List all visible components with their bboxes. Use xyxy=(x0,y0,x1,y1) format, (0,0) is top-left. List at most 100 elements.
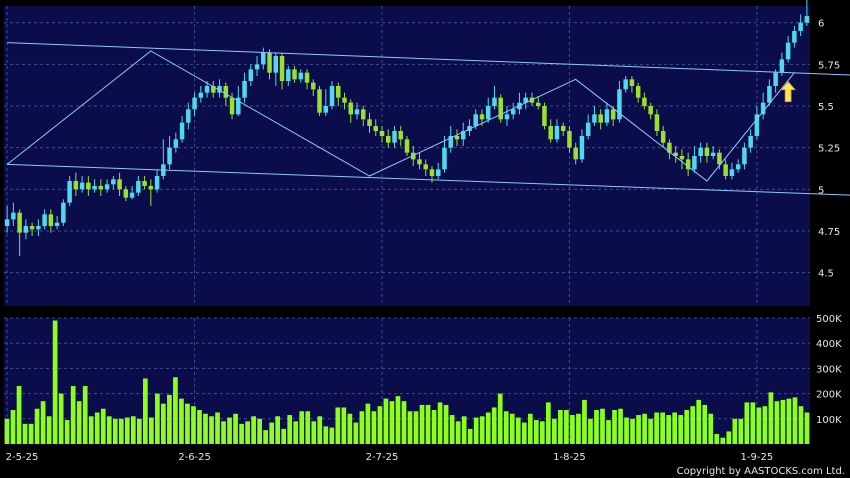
candle xyxy=(48,209,54,233)
candle-body xyxy=(710,152,716,156)
volume-bar xyxy=(485,412,491,444)
candle xyxy=(286,66,291,86)
volume-bar xyxy=(606,420,611,444)
volume-bar xyxy=(179,398,184,444)
volume-bar xyxy=(401,401,407,444)
volume-bar xyxy=(281,428,287,444)
x-tick-label: 2-5-25 xyxy=(6,452,39,463)
volume-bar xyxy=(539,421,545,444)
candle-body xyxy=(117,179,122,190)
volume-bar xyxy=(52,320,58,444)
volume-bar xyxy=(708,413,714,444)
volume-bar xyxy=(786,398,792,444)
candle xyxy=(4,206,10,233)
candle-body xyxy=(717,152,722,165)
candle xyxy=(104,179,110,193)
candle-body xyxy=(642,97,647,106)
candle xyxy=(723,159,728,180)
volume-bar xyxy=(515,417,521,444)
candle xyxy=(111,176,116,190)
volume-bar xyxy=(419,404,425,444)
volume-bar xyxy=(527,413,533,444)
volume-bar xyxy=(383,398,389,444)
volume-bar xyxy=(389,401,395,444)
buy-signal-arrow xyxy=(780,81,797,103)
candle xyxy=(485,97,491,123)
volume-bar xyxy=(756,407,762,444)
volume-bar xyxy=(720,437,726,444)
candle-body xyxy=(679,156,685,160)
volume-bar xyxy=(690,406,696,444)
candle-body xyxy=(267,52,272,73)
volume-tick-label: 100K xyxy=(816,415,842,426)
candle xyxy=(560,122,566,136)
volume-bar xyxy=(88,416,94,444)
candle-body xyxy=(23,226,29,233)
volume-bar xyxy=(209,416,214,444)
volume-bar xyxy=(233,413,238,444)
candle-body xyxy=(392,131,397,143)
candle-body xyxy=(186,109,191,123)
volume-bar xyxy=(738,418,744,444)
candle xyxy=(535,96,541,110)
volume-bar xyxy=(521,422,527,444)
candle-body xyxy=(417,159,422,165)
candle-body xyxy=(610,109,616,120)
candle xyxy=(448,126,453,153)
candle xyxy=(698,142,703,163)
candle xyxy=(460,122,466,146)
candle xyxy=(379,126,385,143)
candle-body xyxy=(398,131,404,140)
candle-body xyxy=(573,147,578,160)
candle-body xyxy=(423,164,428,170)
candle xyxy=(117,172,122,196)
candle-body xyxy=(485,106,491,120)
candle xyxy=(86,176,91,196)
volume-bar xyxy=(678,415,684,444)
volume-bar xyxy=(798,406,804,444)
candle-body xyxy=(704,147,710,156)
candle-body xyxy=(173,139,179,148)
candle-body xyxy=(136,181,141,193)
volume-bar xyxy=(660,412,665,444)
volume-bar xyxy=(191,406,196,444)
candle-body xyxy=(317,89,322,113)
candle xyxy=(292,66,297,83)
candle xyxy=(361,106,366,126)
candle-body xyxy=(54,222,60,226)
volume-bar xyxy=(702,404,708,444)
volume-bar xyxy=(263,430,268,444)
candle xyxy=(173,132,179,153)
volume-bar xyxy=(473,417,479,444)
x-tick-label: 2-6-25 xyxy=(178,452,211,463)
candle xyxy=(548,119,553,143)
candle-body xyxy=(692,156,697,170)
candle-body xyxy=(629,79,635,86)
candle-body xyxy=(660,131,666,143)
candle-body xyxy=(292,69,297,80)
candle xyxy=(298,69,304,83)
candle xyxy=(579,129,585,163)
volume-bar xyxy=(155,393,160,444)
candle-body xyxy=(11,212,16,220)
candle xyxy=(354,102,360,120)
volume-bar xyxy=(594,409,599,444)
volume-bar xyxy=(413,411,419,444)
candle-body xyxy=(467,126,472,131)
candle xyxy=(323,89,329,116)
candle-body xyxy=(154,176,160,190)
volume-bar xyxy=(654,412,659,444)
volume-bar xyxy=(503,411,509,444)
candle xyxy=(623,76,628,93)
candle-body xyxy=(404,139,410,153)
x-axis: 2-5-252-6-252-7-251-8-251-9-252-10-25 xyxy=(6,452,774,463)
candle xyxy=(198,86,204,103)
candle xyxy=(785,36,791,63)
candle xyxy=(342,92,347,110)
candle-body xyxy=(48,214,54,226)
volume-bar xyxy=(570,415,575,444)
volume-bar xyxy=(22,423,28,444)
volume-bar xyxy=(293,421,299,444)
volume-bar xyxy=(750,402,756,444)
volume-bar xyxy=(215,412,220,444)
